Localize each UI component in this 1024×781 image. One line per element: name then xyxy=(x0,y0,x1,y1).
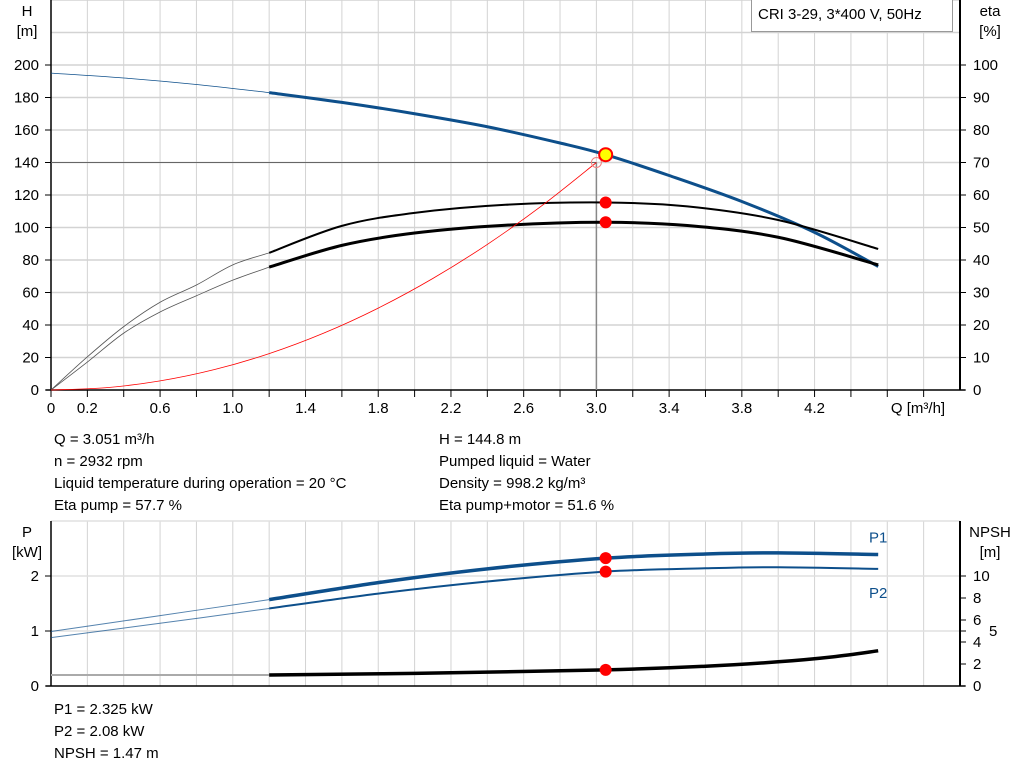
info-liquid: Pumped liquid = Water xyxy=(439,453,591,470)
p1-label: P1 xyxy=(869,530,887,547)
qh-left-tick-label: 80 xyxy=(22,252,39,269)
qh-left-tick-label: 60 xyxy=(22,285,39,302)
power-right-tick-label: 2 xyxy=(973,656,981,673)
info-head: H = 144.8 m xyxy=(439,431,522,448)
npsh-curve xyxy=(269,649,879,677)
info-npsh: NPSH = 1.47 m xyxy=(54,745,159,762)
qh-right-tick-label: 100 xyxy=(973,57,998,74)
p2-curve-extended xyxy=(50,607,270,639)
p1-curve-extended xyxy=(50,599,270,633)
info-temperature: Liquid temperature during operation = 20… xyxy=(54,475,347,492)
qh-left-tick-label: 200 xyxy=(14,57,39,74)
qh-right-tick-label: 30 xyxy=(973,285,990,302)
qh-right-tick-label: 50 xyxy=(973,220,990,237)
qh-right-tick-label: 60 xyxy=(973,187,990,204)
eta_pump-curve xyxy=(268,201,879,254)
info-density: Density = 998.2 kg/m³ xyxy=(439,475,586,492)
info-bottom: P1 = 2.325 kW P2 = 2.08 kW NPSH = 1.47 m xyxy=(54,699,159,765)
qh-x-tick-label: 3.4 xyxy=(659,400,680,417)
power-left-tick-label: 2 xyxy=(31,568,39,585)
qh-x-tick-label: 3.8 xyxy=(731,400,752,417)
qh-left-tick-label: 40 xyxy=(22,317,39,334)
qh-right-tick-label: 20 xyxy=(973,317,990,334)
p2-label: P2 xyxy=(869,585,887,602)
qh-right-tick-label: 70 xyxy=(973,155,990,172)
eta-pump-motor-duty-marker xyxy=(599,216,612,229)
system-curve xyxy=(50,162,597,391)
power-right-tick-label: 6 xyxy=(973,612,981,629)
qh-x-tick-label: 1.4 xyxy=(295,400,316,417)
pump-title-box: CRI 3-29, 3*400 V, 50Hz xyxy=(751,0,953,32)
qh-x-tick-label: 0.6 xyxy=(150,400,171,417)
power-left-axis-unit: [kW] xyxy=(12,544,42,561)
power-left-axis-label: P xyxy=(22,524,32,541)
pump-title: CRI 3-29, 3*400 V, 50Hz xyxy=(758,6,922,23)
eta-pump-duty-marker xyxy=(599,196,612,209)
qh-x-tick-label: 0 xyxy=(47,400,55,417)
qh-left-tick-label: 160 xyxy=(14,122,39,139)
info-p2: P2 = 2.08 kW xyxy=(54,723,145,740)
info-eta-pump: Eta pump = 57.7 % xyxy=(54,497,182,514)
head-curve xyxy=(268,91,879,268)
qh-left-axis-unit: [m] xyxy=(17,23,38,40)
p2-duty-marker xyxy=(599,565,612,578)
qh-left-tick-label: 100 xyxy=(14,220,39,237)
p1-duty-marker xyxy=(599,552,612,565)
info-eta-pump-motor: Eta pump+motor = 51.6 % xyxy=(439,497,615,514)
p2-curve xyxy=(269,566,879,610)
power-left-tick-label: 0 xyxy=(31,678,39,695)
power-left-tick-label: 1 xyxy=(31,623,39,640)
npsh-duty-marker xyxy=(599,663,612,676)
info-flow: Q = 3.051 m³/h xyxy=(54,431,155,448)
qh-x-tick-label: 1.0 xyxy=(222,400,243,417)
qh-x-axis-label: Q [m³/h] xyxy=(891,400,945,417)
info-p1: P1 = 2.325 kW xyxy=(54,701,153,718)
info-top-right: H = 144.8 m Pumped liquid = Water Densit… xyxy=(439,429,614,517)
system-intersection-marker xyxy=(590,157,602,168)
qh-right-axis-unit: [%] xyxy=(979,23,1001,40)
qh-x-tick-label: 2.2 xyxy=(441,400,462,417)
qh-right-tick-label: 80 xyxy=(973,122,990,139)
qh-right-tick-label: 90 xyxy=(973,90,990,107)
qh-x-tick-label: 0.2 xyxy=(77,400,98,417)
qh-right-axis-label: eta xyxy=(980,3,1002,20)
qh-left-tick-label: 120 xyxy=(14,187,39,204)
qh-left-tick-label: 20 xyxy=(22,350,39,367)
qh-x-tick-label: 4.2 xyxy=(804,400,825,417)
qh-right-tick-label: 10 xyxy=(973,350,990,367)
power-right-tick-label: 8 xyxy=(973,590,981,607)
duty-point-marker xyxy=(598,147,614,163)
power-right-axis-label: NPSH xyxy=(969,524,1011,541)
head-curve-extended xyxy=(50,72,270,94)
qh-right-tick-label: 0 xyxy=(973,382,981,399)
info-top-left: Q = 3.051 m³/h n = 2932 rpm Liquid tempe… xyxy=(54,429,346,517)
power-right-tick-label: 10 xyxy=(973,568,990,585)
qh-right-tick-label: 40 xyxy=(973,252,990,269)
power-right-axis-unit: [m] xyxy=(980,544,1001,561)
power-right-tick-label: 0 xyxy=(973,678,981,695)
eta_pump-curve-extended xyxy=(50,252,270,391)
eta_pump_motor-curve xyxy=(268,220,879,269)
qh-left-tick-label: 0 xyxy=(31,382,39,399)
qh-x-tick-label: 3.0 xyxy=(586,400,607,417)
qh-x-tick-label: 1.8 xyxy=(368,400,389,417)
eta_pump_motor-curve-extended xyxy=(50,266,270,391)
qh-left-axis-label: H xyxy=(22,3,33,20)
qh-left-tick-label: 140 xyxy=(14,155,39,172)
power-right-tick-label: 5 xyxy=(989,623,997,640)
qh-x-tick-label: 2.6 xyxy=(513,400,534,417)
info-speed: n = 2932 rpm xyxy=(54,453,143,470)
qh-left-tick-label: 180 xyxy=(14,90,39,107)
power-right-tick-label: 4 xyxy=(973,634,981,651)
